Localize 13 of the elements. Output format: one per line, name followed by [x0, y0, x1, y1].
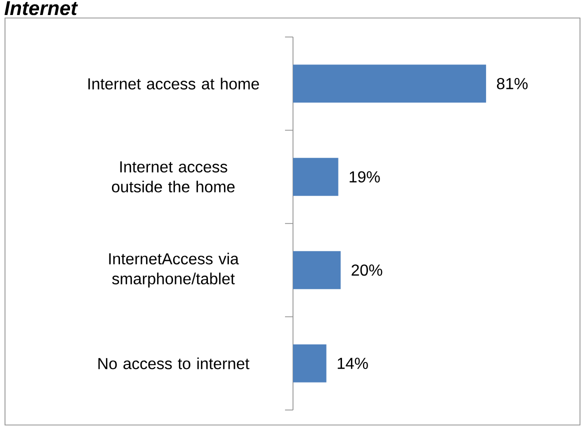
data-label: 14%	[338, 358, 368, 369]
bar	[293, 64, 486, 103]
data-label: 19%	[350, 171, 380, 183]
bar	[293, 251, 341, 290]
y-tick-label: Internet access outside the home	[112, 161, 235, 192]
bar	[293, 158, 338, 196]
data-label: 81%	[496, 78, 528, 90]
data-label: 20%	[352, 264, 382, 276]
y-tick-label: Internet access at home	[88, 78, 259, 90]
y-tick-label: No access to internet	[98, 358, 250, 370]
y-tick-label: InternetAccess via smarphone/tablet	[109, 252, 239, 288]
text: Internet	[4, 1, 78, 16]
bar	[293, 344, 326, 382]
